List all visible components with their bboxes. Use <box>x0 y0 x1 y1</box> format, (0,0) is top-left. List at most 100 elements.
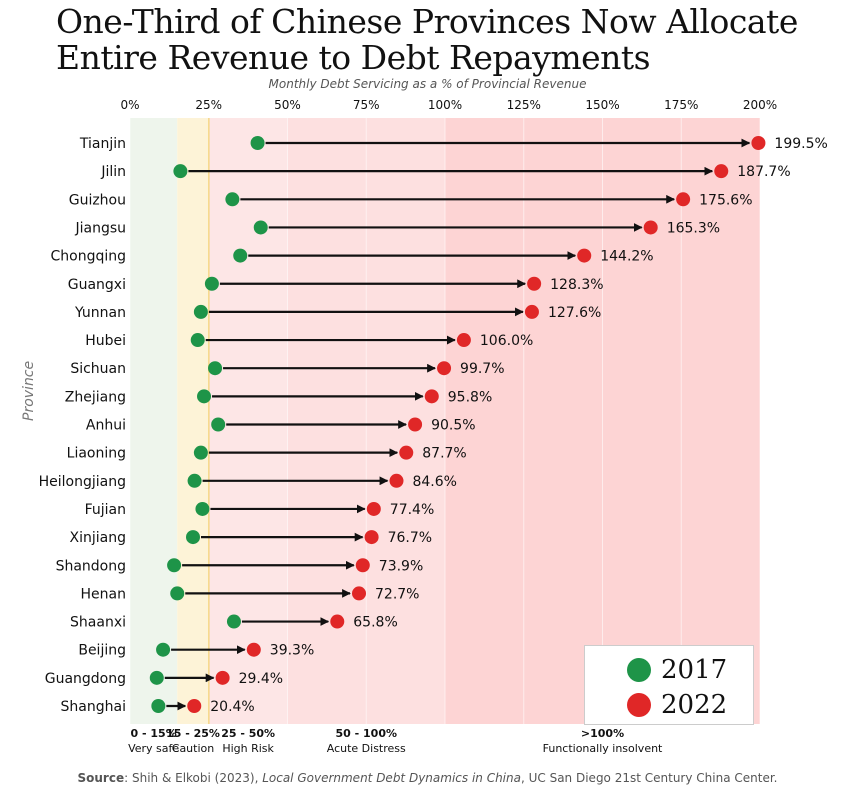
source-publication: Local Government Debt Dynamics in China <box>262 771 521 785</box>
point-2022 <box>352 586 367 601</box>
legend-label-2017: 2017 <box>661 655 728 685</box>
x-tick-label: 175% <box>664 98 698 112</box>
source-label: Source <box>77 771 125 785</box>
zone-name: Very safe <box>128 742 180 755</box>
zone-label-4: >100% Functionally insolvent <box>543 726 663 756</box>
title-line-1: One-Third of Chinese Provinces Now Alloc… <box>56 2 798 41</box>
province-label: Tianjin <box>79 136 126 152</box>
province-row: Zhejiang 95.8% <box>65 389 492 405</box>
zone-name: Functionally insolvent <box>542 742 663 755</box>
province-label: Anhui <box>86 418 126 434</box>
point-2017 <box>208 361 223 376</box>
zone-band-0 <box>130 118 178 724</box>
y-axis-label: Province <box>21 360 37 421</box>
point-2017 <box>253 220 268 235</box>
zone-range: 25 - 50% <box>221 727 276 740</box>
point-2017 <box>149 670 164 685</box>
value-label-2022: 165.3% <box>667 220 720 236</box>
point-2017 <box>204 276 219 291</box>
province-row: Xinjiang 76.7% <box>70 530 432 546</box>
zone-name: Acute Distress <box>326 742 406 755</box>
x-tick-label: 200% <box>743 98 777 112</box>
province-row: Anhui 90.5% <box>86 417 476 434</box>
province-row: Henan 72.7% <box>81 586 419 602</box>
province-row: Chongqing 144.2% <box>50 248 654 265</box>
zone-name: High Risk <box>222 742 274 755</box>
value-label-2022: 144.2% <box>600 249 653 265</box>
legend-dot-2017 <box>627 658 651 682</box>
value-label-2022: 99.7% <box>460 361 504 377</box>
point-2017 <box>187 473 202 488</box>
value-label-2022: 29.4% <box>239 671 283 687</box>
point-2017 <box>156 642 171 657</box>
point-2022 <box>389 473 404 488</box>
province-row: Hubei 106.0% <box>85 333 533 349</box>
zone-band-1 <box>177 118 209 724</box>
value-label-2022: 90.5% <box>431 418 475 434</box>
province-label: Jilin <box>100 164 126 180</box>
point-2022 <box>714 164 729 179</box>
title-line-2: Entire Revenue to Debt Repayments <box>56 38 651 77</box>
province-label: Heilongjiang <box>39 474 126 490</box>
legend: 2017 2022 <box>584 645 754 725</box>
point-2017 <box>190 333 205 348</box>
zone-name: Caution <box>171 742 215 755</box>
province-row: Guizhou 175.6% <box>69 192 753 208</box>
province-row: Shaanxi 65.8% <box>70 614 398 631</box>
province-row: Yunnan 127.6% <box>74 304 601 321</box>
legend-item-2022: 2022 <box>627 690 727 720</box>
zone-label-2: 25 - 50% High Risk <box>221 726 275 756</box>
x-tick-label: 25% <box>195 98 222 112</box>
point-2022 <box>355 558 370 573</box>
value-label-2022: 199.5% <box>774 136 827 152</box>
legend-dot-2022 <box>627 693 651 717</box>
chart-title: One-Third of Chinese Provinces Now Alloc… <box>56 4 798 76</box>
point-2022 <box>330 614 345 629</box>
province-row: Tianjin 199.5% <box>79 136 828 152</box>
value-label-2022: 87.7% <box>422 446 466 462</box>
value-label-2022: 128.3% <box>550 277 603 293</box>
point-2017 <box>193 304 208 319</box>
value-label-2022: 20.4% <box>210 699 254 715</box>
province-label: Sichuan <box>70 361 126 377</box>
x-tick-label: 0% <box>120 98 139 112</box>
point-2022 <box>408 417 423 432</box>
province-label: Yunnan <box>74 305 126 321</box>
zone-range: 50 - 100% <box>335 727 398 740</box>
point-2017 <box>197 389 212 404</box>
value-label-2022: 72.7% <box>375 586 419 602</box>
value-label-2022: 84.6% <box>412 474 456 490</box>
province-label: Henan <box>81 586 126 602</box>
province-row: Sichuan 99.7% <box>70 361 505 377</box>
zone-range: 0 - 15% <box>130 727 177 740</box>
point-2022 <box>246 642 261 657</box>
legend-label-2022: 2022 <box>661 690 728 720</box>
point-2017 <box>151 699 166 713</box>
x-tick-label: 125% <box>507 98 541 112</box>
x-tick-label: 50% <box>274 98 301 112</box>
point-2022 <box>437 361 452 376</box>
point-2017 <box>225 192 240 207</box>
point-2022 <box>643 220 658 235</box>
legend-item-2017: 2017 <box>627 655 727 685</box>
value-label-2022: 65.8% <box>353 615 397 631</box>
point-2022 <box>527 276 542 291</box>
point-2022 <box>366 501 381 516</box>
zone-label-3: 50 - 100% Acute Distress <box>327 726 406 756</box>
province-label: Hubei <box>85 333 126 349</box>
point-2017 <box>186 530 200 545</box>
chart-subtitle: Monthly Debt Servicing as a % of Provinc… <box>268 77 587 91</box>
province-row: Liaoning 87.7% <box>67 445 467 462</box>
value-label-2022: 39.3% <box>270 643 314 659</box>
point-2017 <box>211 417 226 432</box>
province-row: Shandong 73.9% <box>56 558 423 574</box>
value-label-2022: 95.8% <box>448 389 492 405</box>
point-2022 <box>676 192 691 207</box>
province-label: Shandong <box>56 558 126 574</box>
point-2017 <box>226 614 241 629</box>
province-row: Heilongjiang 84.6% <box>39 473 457 490</box>
point-2022 <box>577 248 592 263</box>
province-label: Xinjiang <box>70 530 126 546</box>
province-row: Shanghai 20.4% <box>61 699 255 715</box>
